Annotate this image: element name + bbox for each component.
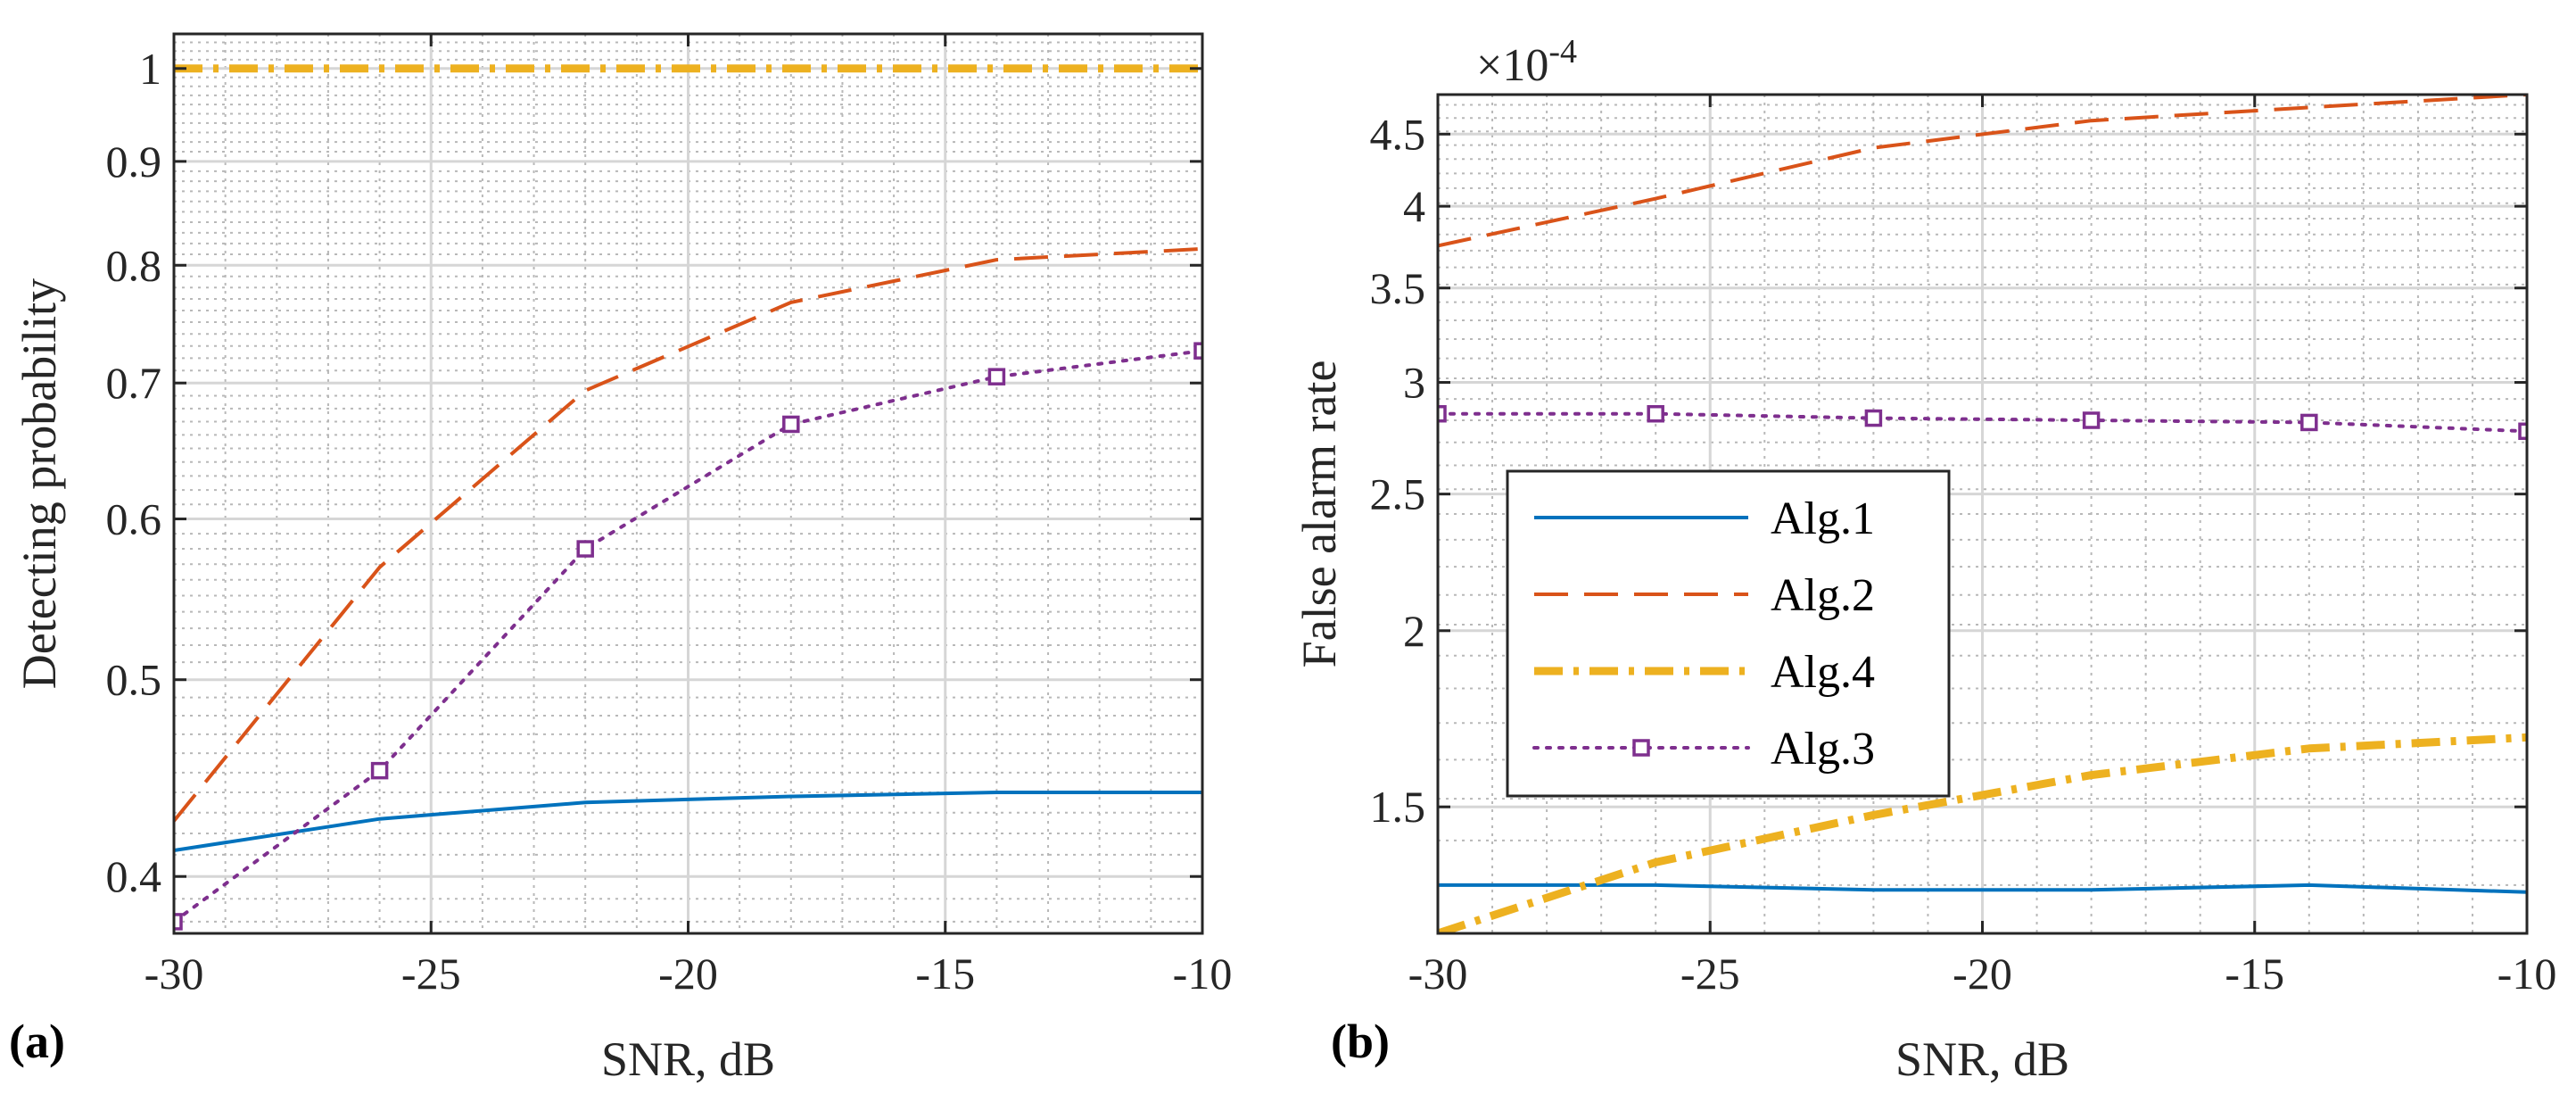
series-group-b — [1438, 95, 2527, 933]
y-tick-label: 2.5 — [1370, 469, 1426, 519]
y-tick-label: 0.4 — [106, 851, 162, 901]
x-tick-label: -10 — [1173, 949, 1233, 999]
y-tick-label: 1 — [139, 44, 161, 94]
series-line-alg4 — [1438, 733, 2527, 933]
x-axis-label-b: SNR, dB — [1895, 1032, 2069, 1086]
y-tick-label: 1.5 — [1370, 782, 1426, 832]
x-axis-label-a: SNR, dB — [601, 1032, 775, 1086]
y-axis-label-a: Detecting probability — [12, 278, 66, 689]
data-point-marker — [2518, 422, 2527, 441]
y-ticks-b: 1.5 2 2.5 3 3.5 4 4.5 — [1370, 109, 2527, 832]
y-tick-label: 3.5 — [1370, 263, 1426, 313]
panel-label-b: (b) — [1331, 1015, 1390, 1068]
legend: Alg.1 Alg.2 Alg.4 Alg.3 — [1506, 469, 1951, 798]
legend-label: Alg.1 — [1771, 493, 1875, 544]
data-point-marker — [370, 761, 389, 780]
data-point-marker — [1864, 409, 1883, 427]
legend-marker — [1632, 739, 1650, 757]
legend-label: Alg.2 — [1771, 570, 1875, 621]
x-tick-label: -25 — [401, 949, 461, 999]
y-tick-label: 0.9 — [106, 137, 162, 186]
y-tick-label: 3 — [1403, 358, 1425, 408]
series-group-a — [174, 64, 1202, 931]
y-tick-label: 4 — [1403, 181, 1425, 231]
panel-label-a: (a) — [9, 1015, 65, 1068]
data-point-marker — [174, 913, 183, 931]
x-tick-label: -20 — [1953, 949, 2012, 999]
y-tick-label: 2 — [1403, 606, 1425, 656]
series-line-alg3 — [174, 349, 1202, 924]
x-tick-label: -25 — [1680, 949, 1740, 999]
data-point-marker — [987, 368, 1006, 385]
y-ticks-a: 0.4 0.5 0.6 0.7 0.8 0.9 1 — [106, 44, 1202, 901]
exponent-base: ×10 — [1476, 40, 1548, 91]
data-point-marker — [782, 415, 800, 434]
y-tick-label: 4.5 — [1370, 109, 1426, 159]
series-line-alg1 — [174, 791, 1202, 852]
data-point-marker — [2082, 411, 2101, 429]
data-point-marker — [2300, 413, 2318, 432]
y-exponent-label-b: ×10-4 — [1476, 33, 1577, 91]
chart-panel-a: -30 -25 -20 -15 -10 0.4 0.5 0.6 0.7 0.8 0.9 1 SNR,… — [9, 32, 1233, 1086]
y-tick-label: 0.8 — [106, 240, 162, 290]
x-tick-label: -30 — [1408, 949, 1468, 999]
legend-box — [1506, 469, 1951, 798]
y-axis-label-b: False alarm rate — [1292, 361, 1346, 668]
x-tick-label: -20 — [658, 949, 718, 999]
series-line-alg1 — [1438, 883, 2527, 894]
x-tick-label: -15 — [915, 949, 975, 999]
y-tick-label: 0.5 — [106, 655, 162, 705]
x-tick-label: -15 — [2225, 949, 2284, 999]
exponent-power: -4 — [1548, 33, 1577, 70]
data-point-marker — [1438, 404, 1447, 423]
chart-panel-b: -30 -25 -20 -15 -10 1.522.533.544.5 SNR, dB … — [1292, 33, 2556, 1086]
x-tick-label: -10 — [2498, 949, 2557, 999]
data-point-marker — [576, 540, 594, 558]
legend-label: Alg.4 — [1771, 647, 1875, 698]
data-point-marker — [1647, 404, 1664, 423]
series-line-alg2 — [174, 246, 1202, 823]
x-ticks-b: -30 -25 -20 -15 -10 — [1408, 95, 2557, 999]
legend-label: Alg.3 — [1771, 724, 1875, 775]
y-tick-label: 0.7 — [106, 358, 162, 408]
y-tick-label: 0.6 — [106, 494, 162, 544]
series-line-alg2 — [1438, 95, 2527, 248]
x-ticks-a: -30 -25 -20 -15 -10 — [144, 34, 1233, 999]
data-point-marker — [1193, 342, 1202, 360]
x-tick-label: -30 — [144, 949, 204, 999]
